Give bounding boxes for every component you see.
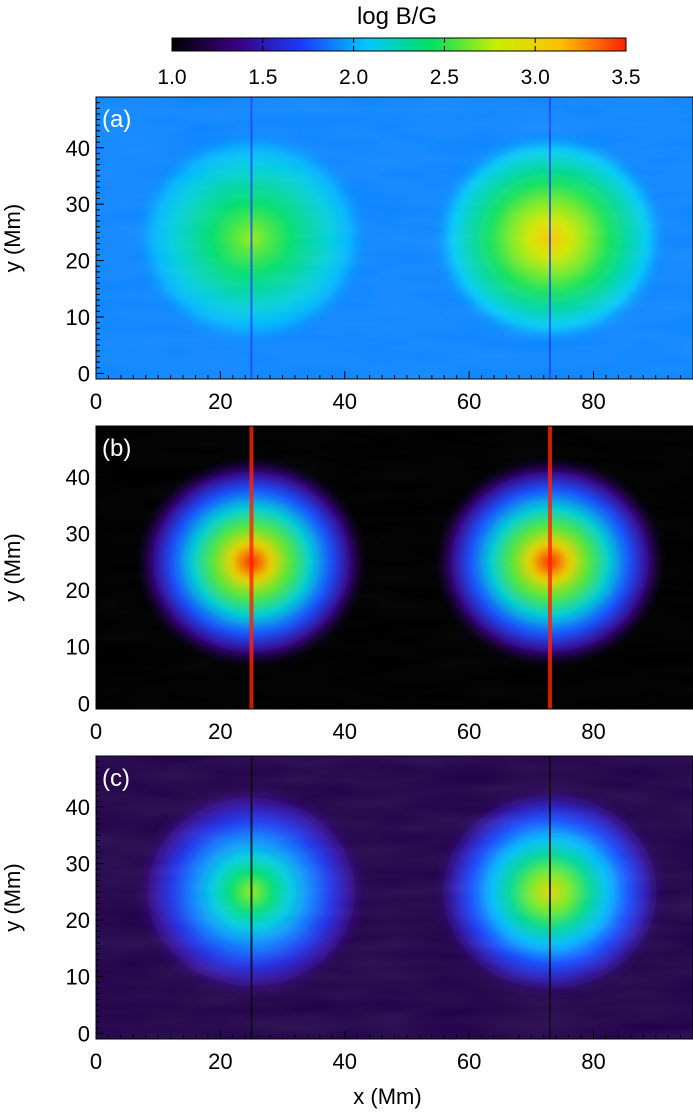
colorbar-tick-label: 1.5 <box>248 66 277 89</box>
y-tick-label: 30 <box>66 522 90 547</box>
panel-c: 0 10 20 30 40 0 20 40 60 80 y (Mm) x (Mm) (c) <box>0 755 693 1109</box>
colorbar-bar <box>171 37 627 52</box>
y-tick-label: 20 <box>66 249 90 274</box>
x-axis-label: x (Mm) <box>353 1084 421 1109</box>
x-tick-label: 0 <box>90 719 102 744</box>
x-tick-label: 40 <box>333 719 357 744</box>
y-tick-label: 40 <box>66 465 90 490</box>
x-tick-label: 20 <box>208 1049 232 1074</box>
y-tick-label: 40 <box>66 136 90 161</box>
x-tick-label: 80 <box>581 719 605 744</box>
panel-label: (a) <box>102 106 131 133</box>
x-tick-label: 60 <box>457 1049 481 1074</box>
x-tick-label: 60 <box>457 389 481 414</box>
heatmap-image <box>96 426 693 709</box>
panel-b: 0 10 20 30 40 0 20 40 60 80 y (Mm) (b) <box>0 425 693 744</box>
heatmap-image <box>96 756 693 1039</box>
colorbar-tick-label: 1.0 <box>157 66 186 89</box>
colorbar: log B/G 1.0 1.5 2.0 2.5 3.0 3.5 <box>157 3 640 89</box>
y-axis-label: y (Mm) <box>0 204 25 272</box>
x-tick-label: 0 <box>90 389 102 414</box>
y-tick-label: 30 <box>66 852 90 877</box>
x-tick-label: 20 <box>208 719 232 744</box>
x-tick-label: 40 <box>333 389 357 414</box>
heatmap-image <box>96 97 693 379</box>
y-tick-label: 0 <box>78 691 90 716</box>
x-tick-label: 0 <box>90 1049 102 1074</box>
y-tick-label: 10 <box>66 635 90 660</box>
y-tick-label: 20 <box>66 908 90 933</box>
fibril-texture <box>96 756 693 1039</box>
y-tick-label: 10 <box>66 965 90 990</box>
fibril-texture <box>96 97 693 379</box>
panel-a: 0 10 20 30 40 0 20 40 60 80 y (Mm) (a) <box>0 96 693 414</box>
x-tick-label: 80 <box>581 1049 605 1074</box>
y-tick-label: 30 <box>66 192 90 217</box>
colorbar-title: log B/G <box>357 3 437 30</box>
x-tick-label: 60 <box>457 719 481 744</box>
colorbar-tick-label: 2.0 <box>339 66 368 89</box>
x-tick-label: 40 <box>333 1049 357 1074</box>
y-tick-label: 0 <box>78 1021 90 1046</box>
x-tick-label: 80 <box>581 389 605 414</box>
panel-label: (b) <box>102 435 131 462</box>
colorbar-ticks: 1.0 1.5 2.0 2.5 3.0 3.5 <box>157 38 641 89</box>
y-axis-label: y (Mm) <box>0 533 25 601</box>
y-tick-label: 20 <box>66 578 90 603</box>
x-tick-label: 20 <box>208 389 232 414</box>
panel-label: (c) <box>102 765 130 792</box>
colorbar-tick-label: 3.0 <box>521 66 550 89</box>
fibril-texture <box>96 426 693 709</box>
y-axis-label: y (Mm) <box>0 863 25 931</box>
y-tick-label: 10 <box>66 305 90 330</box>
colorbar-tick-label: 2.5 <box>430 66 459 89</box>
colorbar-tick-label: 3.5 <box>611 66 640 89</box>
y-tick-label: 0 <box>78 361 90 386</box>
y-tick-label: 40 <box>66 795 90 820</box>
